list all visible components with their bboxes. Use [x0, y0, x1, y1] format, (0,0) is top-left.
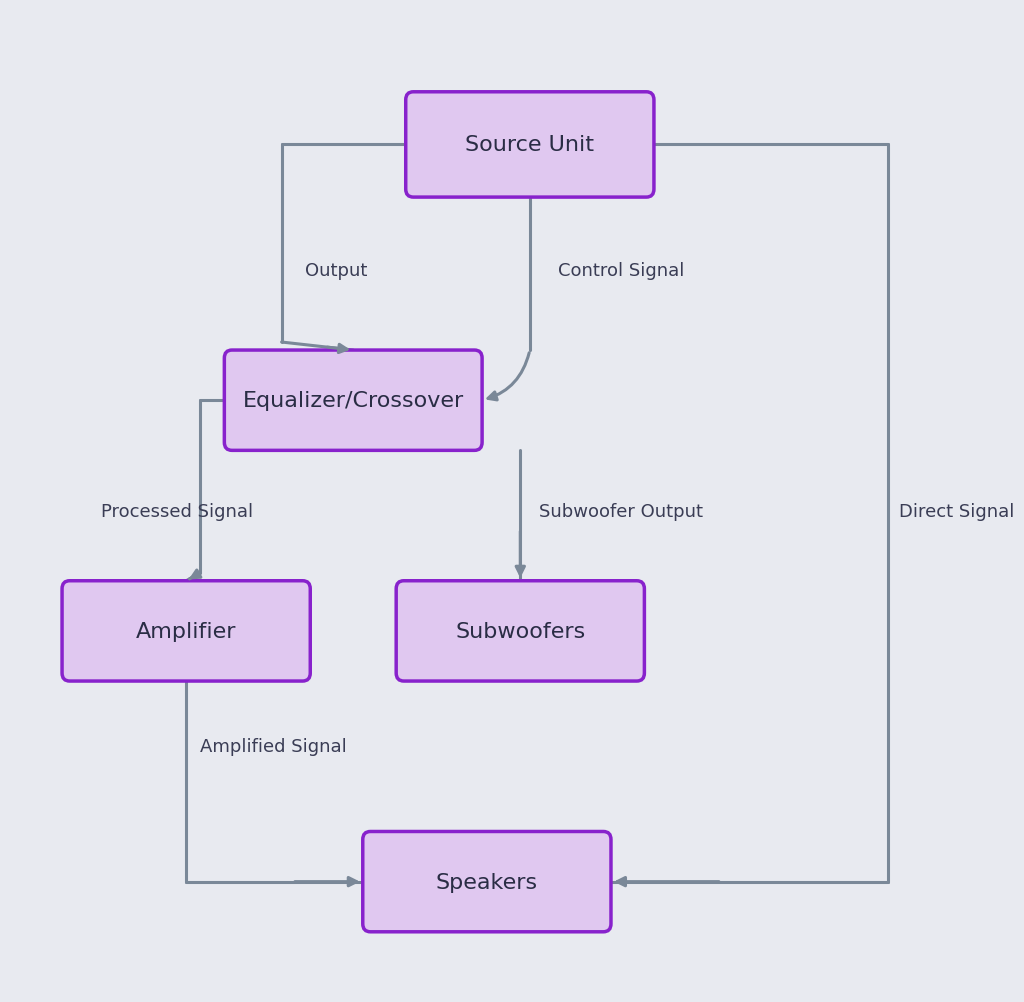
Text: Direct Signal: Direct Signal	[899, 502, 1015, 520]
FancyBboxPatch shape	[396, 581, 644, 681]
Text: Control Signal: Control Signal	[558, 262, 685, 280]
Text: Processed Signal: Processed Signal	[100, 502, 253, 520]
Text: Equalizer/Crossover: Equalizer/Crossover	[243, 391, 464, 411]
FancyBboxPatch shape	[62, 581, 310, 681]
Text: Amplifier: Amplifier	[136, 621, 237, 641]
Text: Subwoofers: Subwoofers	[455, 621, 586, 641]
FancyBboxPatch shape	[362, 832, 611, 932]
FancyBboxPatch shape	[224, 351, 482, 451]
Text: Amplified Signal: Amplified Signal	[201, 737, 347, 756]
Text: Output: Output	[305, 262, 368, 280]
Text: Speakers: Speakers	[436, 872, 538, 892]
Text: Subwoofer Output: Subwoofer Output	[540, 502, 703, 520]
FancyBboxPatch shape	[406, 93, 654, 198]
Text: Source Unit: Source Unit	[465, 135, 594, 155]
